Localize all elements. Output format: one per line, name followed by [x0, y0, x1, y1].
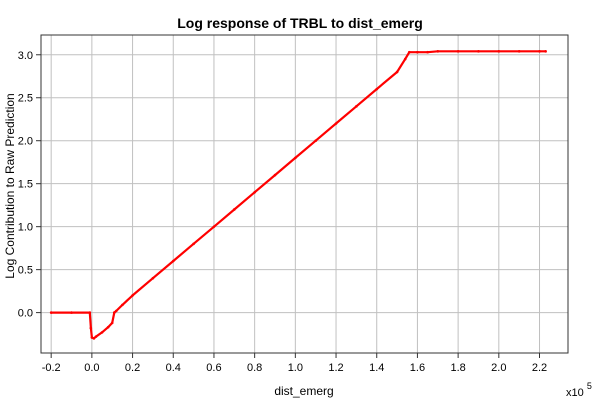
data-point	[94, 335, 98, 338]
data-point	[88, 311, 92, 314]
y-axis-label: Log Contribution to Raw Prediction	[3, 93, 17, 278]
data-point	[192, 242, 195, 246]
x-tick-label: 0.8	[247, 362, 262, 374]
data-point	[407, 50, 411, 54]
series-line	[51, 50, 546, 340]
data-point	[92, 337, 96, 340]
x-axis-multiplier-base: x10	[566, 387, 584, 399]
data-point	[70, 311, 73, 314]
x-tick-label: 1.2	[328, 362, 343, 374]
y-tick-label: 1.0	[18, 222, 33, 234]
data-point	[171, 259, 175, 263]
data-point	[477, 50, 480, 53]
data-point	[90, 336, 94, 339]
x-tick-label: 2.0	[491, 362, 506, 374]
data-point	[131, 294, 134, 297]
x-tick-label: -0.2	[42, 362, 61, 374]
data-point	[212, 225, 216, 228]
data-point	[456, 50, 460, 53]
y-tick-label: 0.0	[18, 308, 33, 320]
y-tick-label: 2.5	[18, 93, 33, 105]
y-tick-label: 2.0	[18, 136, 33, 148]
data-point	[436, 50, 440, 53]
x-tick-label: 2.2	[532, 362, 547, 374]
data-point	[355, 105, 358, 108]
data-point	[112, 311, 116, 314]
data-point	[121, 303, 124, 307]
chart-title: Log response of TRBL to dist_emerg	[177, 15, 423, 31]
data-point	[106, 325, 110, 329]
data-point	[89, 326, 93, 330]
x-tick-label: 1.6	[410, 362, 425, 374]
data-point	[294, 156, 297, 160]
data-point	[110, 321, 114, 325]
y-tick-label: 0.5	[18, 265, 33, 277]
data-point	[497, 50, 501, 53]
x-axis-multiplier-exponent: 5	[587, 381, 592, 391]
data-point	[426, 50, 429, 54]
ticks: -0.2 0.0 0.2 0.4 0.6 0.8 1.0 1.2 1.4 1.6 1.8 2.0 2.2…	[18, 50, 547, 374]
grid	[41, 35, 568, 353]
x-axis-multiplier: x10 5	[566, 381, 592, 399]
data-point	[395, 70, 399, 74]
series	[49, 50, 547, 340]
x-axis-label: dist_emerg	[274, 384, 333, 398]
data-point	[253, 190, 256, 194]
data-point	[538, 50, 541, 53]
data-point	[416, 50, 419, 54]
x-tick-label: 1.0	[288, 362, 303, 374]
x-tick-label: 0.0	[84, 362, 99, 374]
x-tick-label: 1.4	[369, 362, 384, 374]
data-point	[233, 208, 236, 211]
x-tick-label: 0.6	[206, 362, 221, 374]
data-point	[334, 122, 338, 125]
x-tick-label: 0.4	[166, 362, 181, 374]
data-point	[403, 57, 407, 61]
plot-frame	[40, 34, 569, 354]
x-tick-label: 1.8	[450, 362, 465, 374]
data-point	[273, 173, 277, 177]
data-point	[151, 276, 155, 280]
y-tick-label: 1.5	[18, 179, 33, 191]
data-point	[375, 87, 379, 91]
x-tick-label: 0.2	[125, 362, 140, 374]
data-point	[100, 331, 104, 334]
y-tick-label: 3.0	[18, 50, 33, 62]
data-point	[517, 50, 521, 53]
data-point	[49, 311, 53, 314]
data-point	[544, 50, 547, 53]
data-point	[314, 139, 317, 143]
data-point	[114, 309, 118, 313]
